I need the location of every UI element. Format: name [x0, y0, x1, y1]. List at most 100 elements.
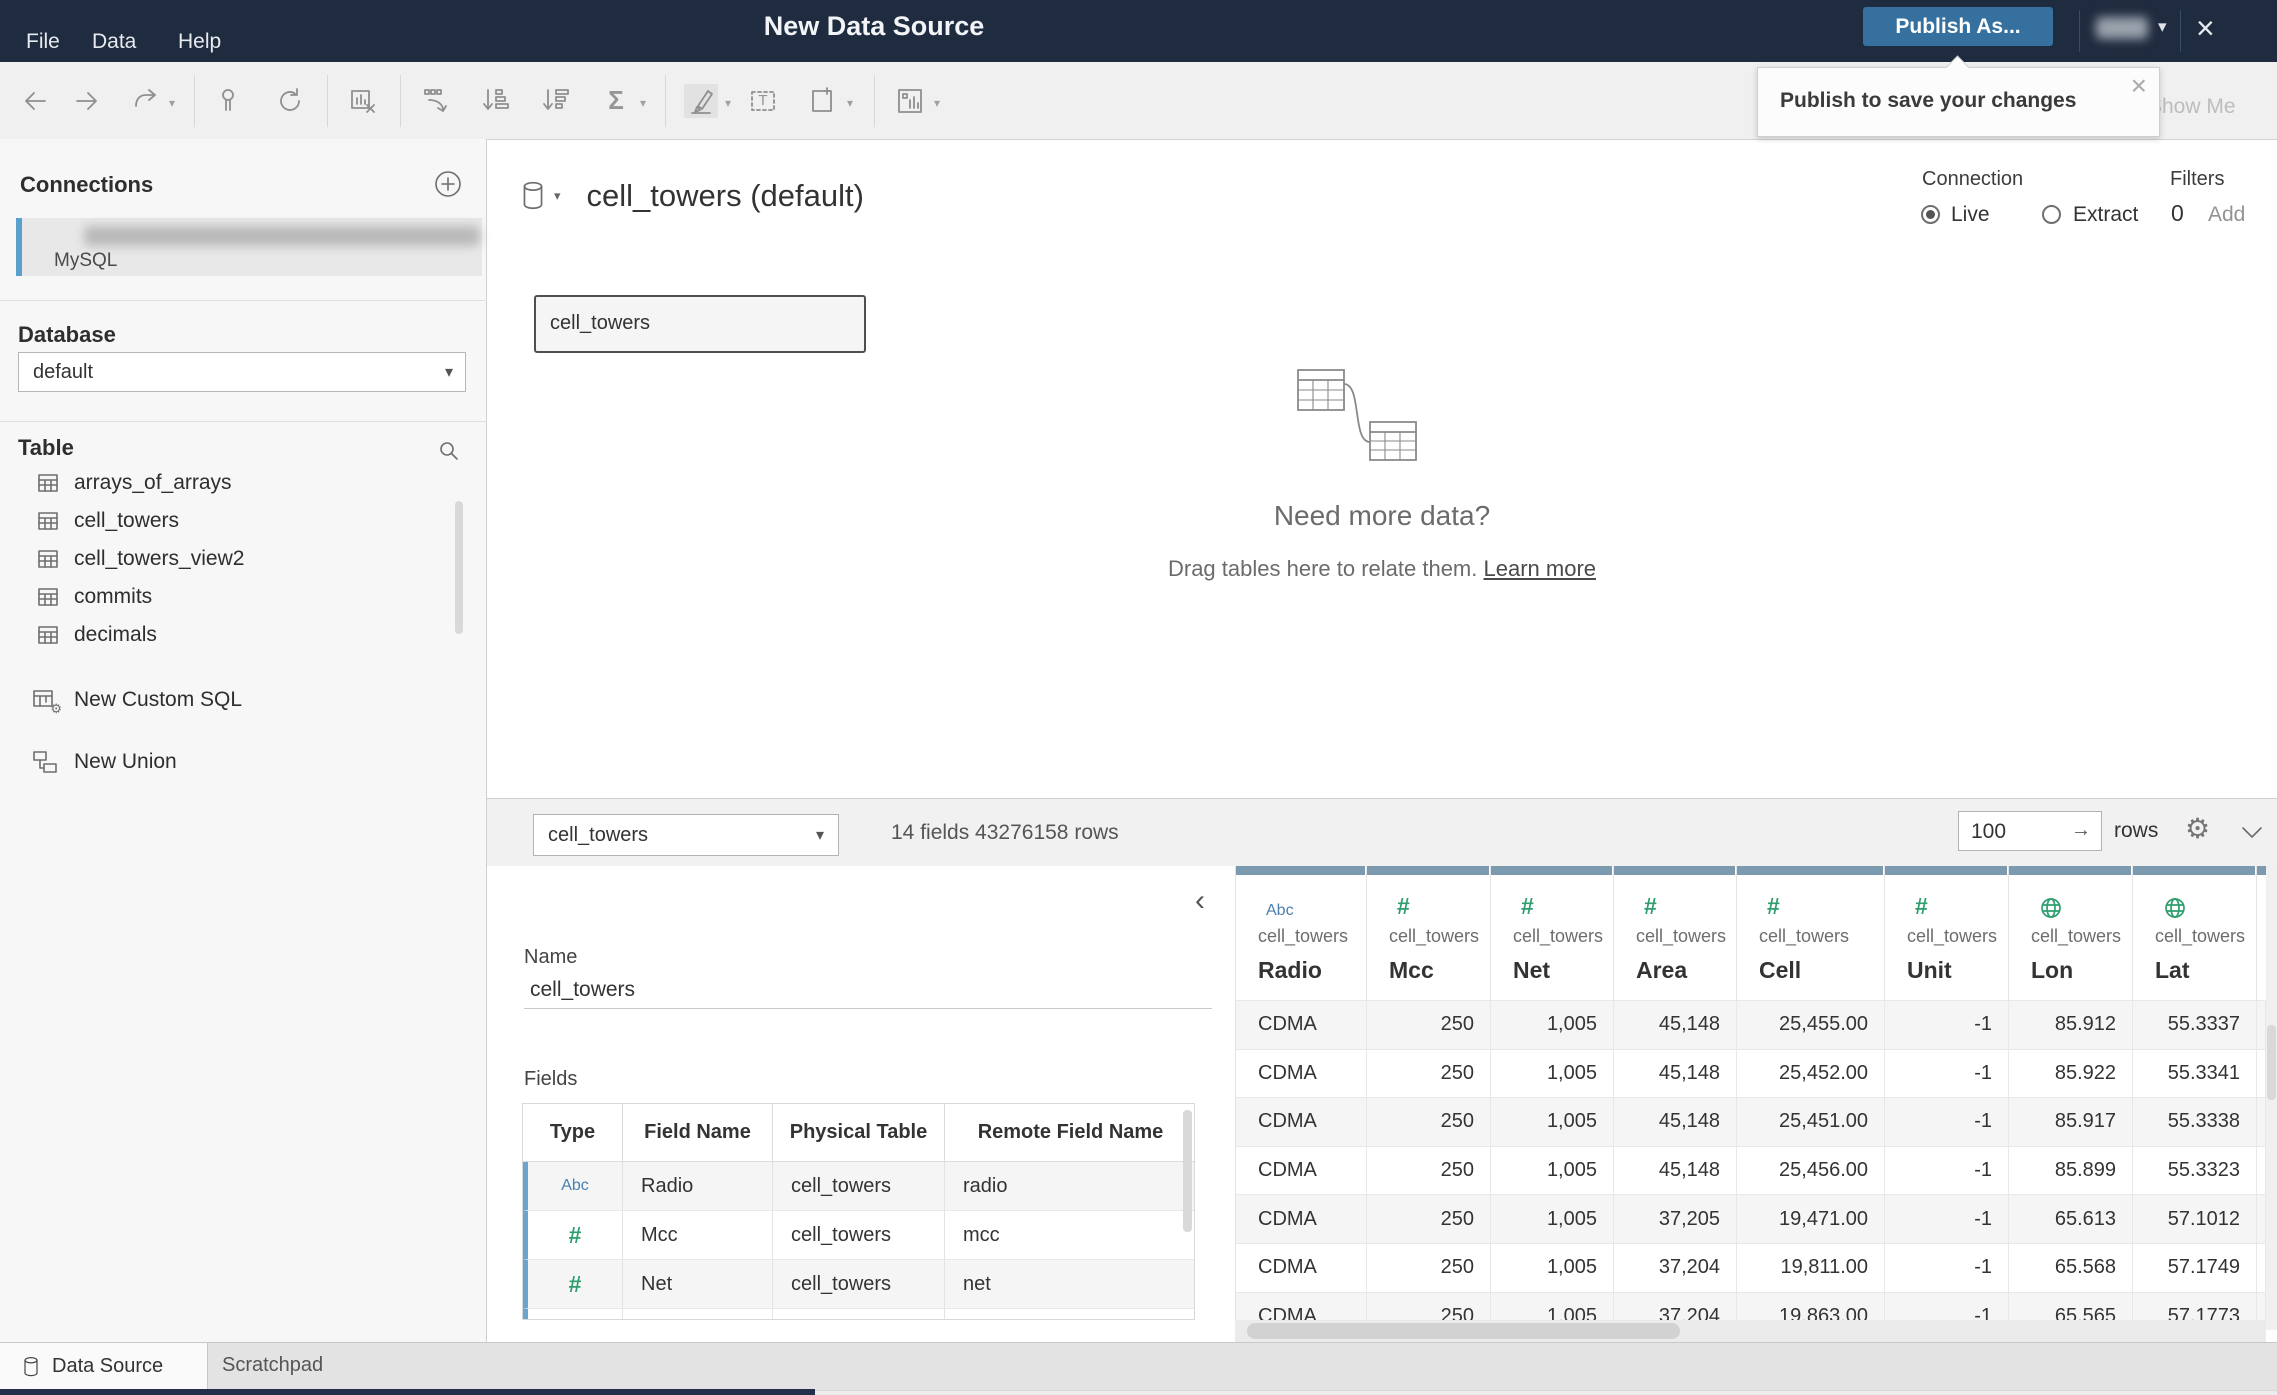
- fields-col-type: Type: [523, 1104, 623, 1162]
- text-type-icon: Abc: [561, 1177, 589, 1194]
- grid-vertical-scrollbar-thumb[interactable]: [2267, 1025, 2276, 1100]
- grid-col-table: cell_towers: [1258, 926, 1349, 946]
- filters-add-link[interactable]: Add: [2208, 203, 2246, 226]
- swap-rows-columns-icon[interactable]: [419, 84, 453, 118]
- live-label[interactable]: Live: [1951, 203, 1990, 226]
- grid-cell: [2257, 1048, 2266, 1098]
- tooltip-close-icon[interactable]: ×: [2130, 70, 2147, 101]
- logical-table-card[interactable]: cell_towers: [534, 295, 866, 353]
- search-icon[interactable]: [436, 438, 462, 464]
- sidebar-divider: [0, 300, 487, 301]
- collapse-preview-icon[interactable]: [2239, 824, 2265, 842]
- grid-vertical-scrollbar[interactable]: [2266, 866, 2277, 1330]
- user-menu-caret-icon[interactable]: ▾: [2158, 17, 2167, 36]
- gear-icon[interactable]: ⚙: [2185, 813, 2211, 844]
- number-type-icon: #: [568, 1221, 582, 1248]
- live-radio[interactable]: [1921, 205, 1940, 224]
- sort-ascending-icon[interactable]: [479, 84, 513, 118]
- name-value[interactable]: cell_towers: [530, 978, 636, 1001]
- menu-help[interactable]: Help: [178, 30, 222, 53]
- physical-table-cell: cell_towers: [773, 1260, 945, 1309]
- close-window-icon[interactable]: ×: [2196, 10, 2215, 46]
- grid-cell: 57.1749: [2133, 1242, 2257, 1292]
- grid-cell: 1,005: [1491, 1145, 1614, 1195]
- redo-icon[interactable]: ▾: [128, 84, 175, 118]
- preview-table-select[interactable]: cell_towers ▾: [533, 814, 839, 856]
- grid-horizontal-scrollbar-thumb[interactable]: [1247, 1323, 1680, 1339]
- grid-cell: CDMA: [1236, 1000, 1367, 1049]
- fields-table-scrollbar[interactable]: [1183, 1110, 1192, 1232]
- sort-descending-icon[interactable]: [539, 84, 573, 118]
- pause-updates-icon[interactable]: [213, 84, 247, 118]
- sidebar-item-commits[interactable]: commits: [36, 580, 152, 614]
- refresh-icon[interactable]: [273, 84, 307, 118]
- grid-col-area[interactable]: # cell_towers Area: [1614, 866, 1737, 1000]
- grid-col-name: Net: [1513, 957, 1551, 983]
- sidebar-item-cell-towers[interactable]: cell_towers: [36, 504, 179, 538]
- toolbar-divider: [400, 74, 401, 127]
- collapse-panel-icon[interactable]: ‹: [1195, 884, 1205, 917]
- grid-col-partial: [2257, 866, 2266, 1000]
- grid-col-lat[interactable]: cell_towers Lat: [2133, 866, 2257, 1000]
- user-name-redacted[interactable]: [2096, 17, 2148, 39]
- tab-scratchpad[interactable]: Scratchpad: [222, 1354, 324, 1376]
- fields-rows-summary: 14 fields 43276158 rows: [891, 821, 1119, 844]
- grid-col-table: cell_towers: [1389, 926, 1480, 946]
- database-icon[interactable]: [520, 180, 546, 212]
- tab-data-source[interactable]: Data Source: [0, 1343, 208, 1390]
- grid-cell: 250: [1367, 1242, 1491, 1292]
- menu-file[interactable]: File: [26, 30, 60, 53]
- grid-col-cell[interactable]: # cell_towers Cell: [1737, 866, 1885, 1000]
- grid-col-unit[interactable]: # cell_towers Unit: [1885, 866, 2009, 1000]
- highlight-icon[interactable]: ▾: [684, 83, 731, 118]
- logical-table-label: cell_towers: [550, 312, 651, 334]
- topbar-divider: [2180, 10, 2181, 52]
- row-limit-input[interactable]: 100 →: [1958, 811, 2102, 851]
- rows-label: rows: [2114, 819, 2159, 842]
- sheet-tab-bar: Data Source Scratchpad: [0, 1342, 2277, 1390]
- grid-cell: 1,005: [1491, 1000, 1614, 1049]
- union-icon: [33, 751, 57, 773]
- extract-radio[interactable]: [2042, 205, 2061, 224]
- grid-horizontal-scrollbar[interactable]: [1235, 1320, 2266, 1342]
- field-name-cell: Net: [623, 1260, 773, 1309]
- learn-more-link[interactable]: Learn more: [1483, 556, 1597, 581]
- totals-icon[interactable]: Σ ▾: [608, 85, 646, 115]
- back-icon[interactable]: [18, 84, 52, 118]
- extract-label[interactable]: Extract: [2073, 203, 2139, 226]
- grid-cell: CDMA: [1236, 1048, 1367, 1098]
- grid-cell: 19,471.00: [1737, 1194, 1885, 1243]
- clear-sheet-icon[interactable]: [346, 84, 380, 118]
- number-type-icon: #: [1915, 893, 1928, 919]
- new-custom-sql[interactable]: ⚙ New Custom SQL: [32, 682, 242, 718]
- grid-cell: -1: [1885, 1000, 2009, 1049]
- physical-table-cell: cell_towers: [773, 1162, 945, 1211]
- sidebar-item-cell-towers-view2[interactable]: cell_towers_view2: [36, 542, 244, 576]
- menu-data[interactable]: Data: [92, 30, 137, 53]
- grid-col-mcc[interactable]: # cell_towers Mcc: [1367, 866, 1491, 1000]
- grid-col-lon[interactable]: cell_towers Lon: [2009, 866, 2133, 1000]
- connection-item[interactable]: MySQL: [16, 218, 482, 276]
- sidebar-item-arrays-of-arrays[interactable]: arrays_of_arrays: [36, 466, 232, 500]
- chevron-down-icon[interactable]: ▾: [554, 188, 561, 203]
- show-me-label[interactable]: Show Me: [2148, 95, 2236, 118]
- add-connection-icon[interactable]: [432, 168, 464, 200]
- show-chart-icon[interactable]: ▾: [893, 84, 940, 118]
- text-label-icon[interactable]: T: [746, 84, 780, 118]
- grid-col-radio[interactable]: Abc cell_towers Radio: [1236, 866, 1367, 1000]
- toolbar-divider: [874, 74, 875, 127]
- grid-col-table: cell_towers: [2031, 926, 2122, 946]
- grid-col-net[interactable]: # cell_towers Net: [1491, 866, 1614, 1000]
- publish-as-button[interactable]: Publish As...: [1863, 7, 2053, 46]
- forward-icon[interactable]: [70, 84, 104, 118]
- sidebar-item-decimals[interactable]: decimals: [36, 618, 157, 652]
- fit-selector-icon[interactable]: ▾: [806, 84, 853, 118]
- sidebar-scrollbar[interactable]: [455, 501, 463, 634]
- database-select[interactable]: default ▾: [18, 352, 466, 392]
- apply-arrow-icon[interactable]: →: [2071, 819, 2091, 841]
- grid-cell: 25,455.00: [1737, 1000, 1885, 1049]
- chevron-down-icon: ▾: [815, 827, 824, 844]
- new-union[interactable]: New Union: [32, 744, 177, 780]
- grid-cell: 19,811.00: [1737, 1242, 1885, 1292]
- grid-cell: 1,005: [1491, 1194, 1614, 1243]
